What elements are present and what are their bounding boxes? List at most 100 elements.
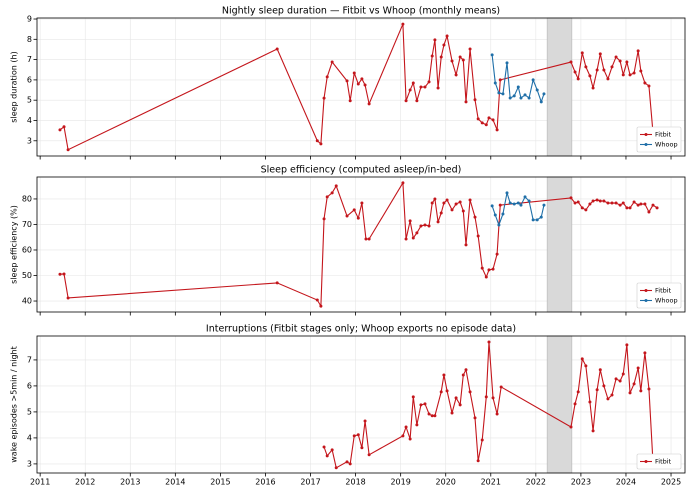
point (508, 201, 512, 205)
point (598, 52, 602, 56)
point (450, 208, 454, 212)
point (419, 403, 423, 407)
point (427, 224, 431, 228)
point (498, 203, 502, 207)
point (621, 372, 625, 376)
point (454, 396, 458, 400)
point (461, 373, 465, 377)
legend-label: Fitbit (655, 458, 672, 466)
point (493, 81, 497, 85)
y-tick-label: 60 (22, 245, 32, 254)
point (519, 203, 523, 207)
point (275, 47, 279, 51)
point (404, 237, 408, 241)
y-tick-label: 6 (27, 381, 32, 390)
point (531, 78, 535, 82)
point (643, 202, 647, 206)
point (487, 116, 491, 120)
x-tick-label: 2012 (75, 478, 95, 487)
point (445, 34, 449, 38)
point (497, 91, 501, 95)
point (491, 267, 495, 271)
series-line (491, 54, 545, 104)
point (573, 402, 577, 406)
point (576, 77, 580, 81)
y-tick-label: 3 (27, 136, 32, 145)
point (602, 199, 606, 203)
point (484, 395, 488, 399)
point (360, 77, 364, 81)
point (632, 71, 636, 75)
point (360, 201, 364, 205)
point (461, 58, 465, 62)
panel: 40 50 60 70 80 Sleep efficiency (computed asl… (10, 165, 686, 316)
panel: 2011 2012 2013 2014 2015 2016 2017 2018 2019 2020… (10, 324, 686, 487)
point (480, 438, 484, 442)
plot-area (58, 181, 659, 309)
plot-area (322, 340, 655, 470)
point (484, 275, 488, 279)
point (436, 220, 440, 224)
y-tick-label: 4 (27, 116, 32, 125)
y-tick-label: 6 (27, 75, 32, 84)
legend-marker (644, 460, 648, 463)
panel-title: Sleep efficiency (computed asleep/in-bed… (261, 165, 462, 176)
point (476, 234, 480, 238)
point (588, 202, 592, 206)
point (591, 429, 595, 433)
point (636, 203, 640, 207)
point (621, 201, 625, 205)
point (542, 92, 546, 96)
point (458, 55, 462, 59)
panel: 3 4 5 6 7 8 9 Nightly sleep duration — Fitbit v… (10, 6, 686, 160)
point (468, 198, 472, 202)
y-tick-label: 5 (27, 407, 32, 416)
point (430, 201, 434, 205)
y-tick-label: 3 (27, 459, 32, 468)
point (411, 395, 415, 399)
point (523, 195, 527, 199)
point (439, 55, 443, 59)
point (505, 61, 509, 65)
point (639, 202, 643, 206)
point (535, 88, 539, 92)
x-tick-label: 2022 (526, 478, 546, 487)
point (419, 85, 423, 89)
plot-area (58, 22, 655, 152)
point (647, 387, 651, 391)
point (363, 419, 367, 423)
point (433, 38, 437, 42)
point (356, 433, 360, 437)
point (439, 390, 443, 394)
point (606, 397, 610, 401)
x-tick-label: 2013 (120, 478, 140, 487)
point (595, 198, 599, 202)
panel-title: Nightly sleep duration — Fitbit vs Whoop… (222, 6, 500, 17)
point (442, 201, 446, 205)
x-tick-label: 2018 (345, 478, 365, 487)
point (539, 100, 543, 104)
point (433, 197, 437, 201)
legend-box (636, 126, 682, 153)
point (473, 215, 477, 219)
point (464, 100, 468, 104)
point (598, 199, 602, 203)
point (345, 79, 349, 83)
x-tick-label: 2023 (571, 478, 591, 487)
point (655, 206, 659, 210)
point (356, 82, 360, 86)
point (58, 272, 62, 276)
point (325, 195, 329, 199)
y-axis-label: sleep duration (h) (10, 51, 19, 122)
point (352, 208, 356, 212)
point (628, 206, 632, 210)
point (275, 281, 279, 285)
point (445, 389, 449, 393)
point (512, 202, 516, 206)
legend-marker (644, 143, 648, 146)
point (315, 298, 319, 302)
legend-box (636, 282, 682, 309)
point (580, 51, 584, 55)
point (573, 201, 577, 205)
